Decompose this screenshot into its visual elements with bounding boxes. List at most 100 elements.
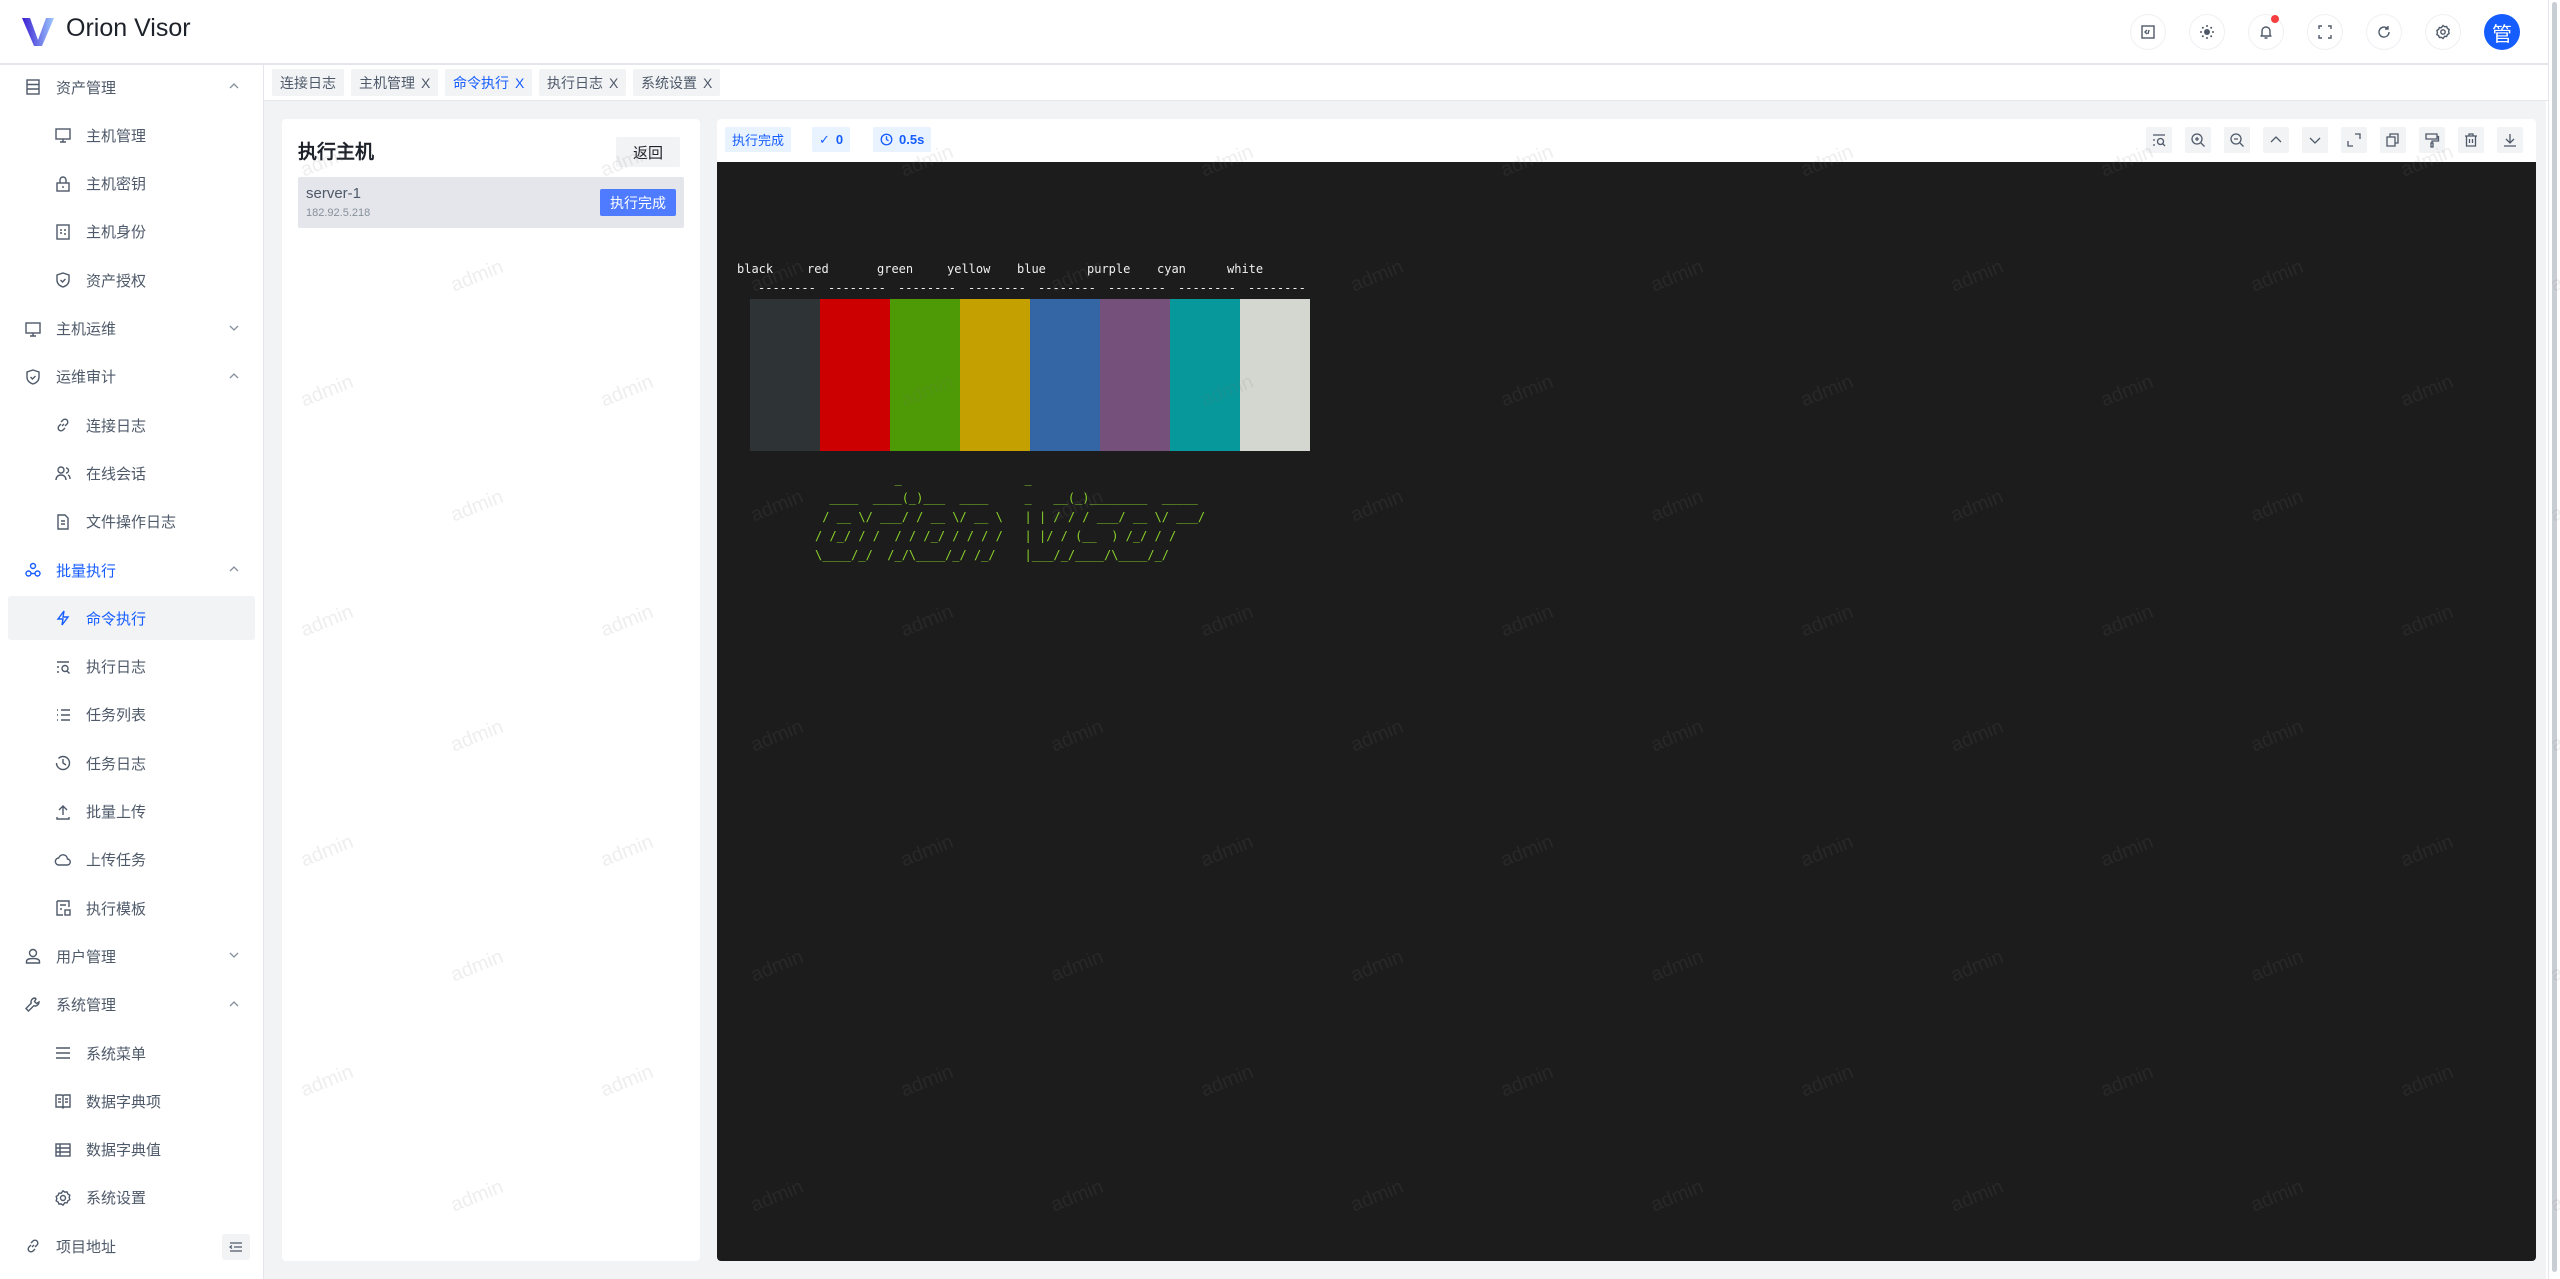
sidebar-item-label: 运维审计 [56, 369, 117, 387]
sidebar-item-8[interactable]: 在线会话 [8, 451, 255, 495]
color-divider: -------- [1108, 281, 1166, 295]
search-log-button[interactable] [2146, 127, 2172, 153]
scrollbar-thumb[interactable] [2552, 2, 2557, 1272]
sidebar-item-label: 命令执行 [86, 610, 147, 628]
page-scrollbar[interactable] [2548, 0, 2560, 1279]
format-painter-icon [2425, 133, 2440, 148]
app-title: Orion Visor [66, 14, 191, 42]
output-toolbar: 执行完成 ✓ 0 0.5s [717, 119, 2536, 162]
desktop-icon [54, 126, 72, 144]
sidebar-item-24[interactable]: 项目地址 [8, 1224, 255, 1268]
chevron-up-button[interactable] [2263, 127, 2289, 153]
refresh-button[interactable] [2366, 14, 2402, 50]
duration-tag: 0.5s [873, 127, 932, 152]
color-divider: -------- [758, 281, 816, 295]
sidebar: 资产管理主机管理主机密钥 主机身份 资产授权主机运维运维审计连接日志 在线会话文件操作… [0, 65, 264, 1279]
sidebar-item-1[interactable]: 主机管理 [8, 113, 255, 157]
thunder-icon [54, 609, 72, 627]
theme-button[interactable] [2189, 14, 2225, 50]
color-swatch-purple [1100, 299, 1170, 451]
sidebar-item-13[interactable]: 任务列表 [8, 693, 255, 737]
user-avatar[interactable]: 管 [2484, 14, 2520, 50]
shield-icon [24, 368, 42, 386]
tab-close-icon[interactable]: X [609, 74, 619, 91]
sidebar-item-10[interactable]: 批量执行 [8, 548, 255, 592]
sidebar-item-label: 用户管理 [56, 948, 117, 966]
sidebar-item-label: 系统菜单 [86, 1045, 147, 1063]
sidebar-item-14[interactable]: 任务日志 [8, 741, 255, 785]
notification-button[interactable] [2248, 14, 2284, 50]
sidebar-item-22[interactable]: 数据字典值 [8, 1128, 255, 1172]
sidebar-item-3[interactable]: 主机身份 [8, 210, 255, 254]
collapse-sidebar-button[interactable] [222, 1234, 250, 1260]
chevron-up-icon [229, 83, 239, 89]
format-painter-button[interactable] [2419, 127, 2445, 153]
sidebar-item-6[interactable]: 运维审计 [8, 355, 255, 399]
zoom-out-button[interactable] [2224, 127, 2250, 153]
history-icon [54, 754, 72, 772]
host-item[interactable]: server-1 182.92.5.218 执行完成 [298, 177, 684, 228]
sidebar-item-18[interactable]: 用户管理 [8, 934, 255, 978]
sidebar-item-16[interactable]: 上传任务 [8, 838, 255, 882]
sidebar-item-0[interactable]: 资产管理 [8, 65, 255, 109]
copy-button[interactable] [2380, 127, 2406, 153]
tab-close-icon[interactable]: X [515, 74, 525, 91]
shield-icon [54, 271, 72, 289]
chevron-down-button[interactable] [2302, 127, 2328, 153]
sidebar-item-label: 主机管理 [86, 127, 147, 145]
sidebar-item-label: 系统设置 [86, 1190, 147, 1208]
sidebar-item-4[interactable]: 资产授权 [8, 258, 255, 302]
tab-1[interactable]: 主机管理 X [351, 69, 439, 96]
sidebar-item-7[interactable]: 连接日志 [8, 403, 255, 447]
terminal-output[interactable]: _ _ ____ ____(_)___ ____ _ __(_)________… [717, 162, 2536, 1261]
sidebar-item-label: 批量执行 [56, 562, 117, 580]
sidebar-item-2[interactable]: 主机密钥 [8, 162, 255, 206]
menu-fold-icon [229, 1242, 242, 1252]
sidebar-item-label: 任务日志 [86, 755, 147, 773]
sidebar-item-15[interactable]: 批量上传 [8, 790, 255, 834]
sidebar-item-11[interactable]: 命令执行 [8, 596, 255, 641]
fullscreen-icon [2318, 25, 2332, 39]
tab-0[interactable]: 连接日志 [272, 69, 344, 96]
tab-label: 命令执行 [453, 74, 509, 91]
color-label-red: red [807, 262, 829, 276]
desktop-icon [24, 320, 42, 338]
tab-label: 系统设置 [641, 74, 697, 91]
sidebar-item-9[interactable]: 文件操作日志 [8, 500, 255, 544]
sidebar-item-12[interactable]: 执行日志 [8, 645, 255, 689]
sidebar-item-label: 系统管理 [56, 997, 117, 1015]
color-label-white: white [1227, 262, 1264, 276]
color-swatch-white [1240, 299, 1310, 451]
tab-close-icon[interactable]: X [421, 74, 431, 91]
settings-button[interactable] [2425, 14, 2461, 50]
copy-icon [2386, 133, 2399, 147]
top-header: Orion Visor 管 [0, 0, 2560, 65]
sidebar-item-label: 执行模板 [86, 900, 147, 918]
tab-3[interactable]: 执行日志 X [539, 69, 627, 96]
color-swatch-cyan [1170, 299, 1240, 451]
zoom-in-button[interactable] [2185, 127, 2211, 153]
orion-visor-logo [22, 18, 54, 46]
gear-icon [2436, 24, 2450, 40]
sidebar-item-label: 批量上传 [86, 804, 147, 821]
sidebar-item-19[interactable]: 系统管理 [8, 983, 255, 1027]
expand-button[interactable] [2341, 127, 2367, 153]
sidebar-item-label: 项目地址 [56, 1238, 117, 1256]
delete-button[interactable] [2458, 127, 2484, 153]
tab-2[interactable]: 命令执行 X [445, 69, 533, 96]
sidebar-item-17[interactable]: 执行模板 [8, 886, 255, 930]
download-button[interactable] [2497, 127, 2523, 153]
sidebar-item-5[interactable]: 主机运维 [8, 307, 255, 351]
id-card-icon [54, 223, 72, 241]
tab-4[interactable]: 系统设置 X [633, 69, 721, 96]
sidebar-item-21[interactable]: 数据字典项 [8, 1079, 255, 1123]
code-button[interactable] [2130, 14, 2166, 50]
fullscreen-button[interactable] [2307, 14, 2343, 50]
tab-close-icon[interactable]: X [703, 74, 713, 91]
sidebar-item-20[interactable]: 系统菜单 [8, 1031, 255, 1075]
sidebar-item-23[interactable]: 系统设置 [8, 1176, 255, 1220]
host-status-badge: 执行完成 [600, 189, 676, 216]
back-button[interactable]: 返回 [616, 137, 680, 167]
sidebar-item-label: 数据字典值 [86, 1142, 162, 1160]
tab-label: 连接日志 [280, 74, 336, 91]
